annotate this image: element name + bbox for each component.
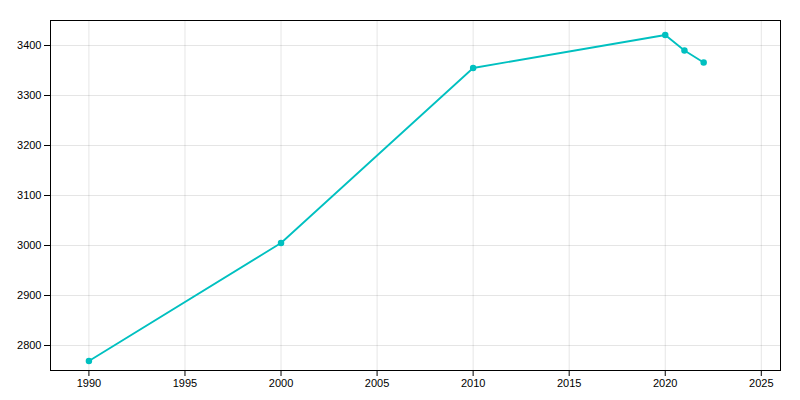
svg-text:2015: 2015 — [557, 377, 581, 389]
svg-text:2000: 2000 — [269, 377, 293, 389]
svg-text:2900: 2900 — [17, 289, 41, 301]
svg-text:2010: 2010 — [461, 377, 485, 389]
svg-text:2020: 2020 — [653, 377, 677, 389]
svg-text:2800: 2800 — [17, 339, 41, 351]
svg-text:2005: 2005 — [365, 377, 389, 389]
svg-text:3200: 3200 — [17, 139, 41, 151]
svg-text:2025: 2025 — [749, 377, 773, 389]
svg-text:1995: 1995 — [173, 377, 197, 389]
svg-text:3400: 3400 — [17, 39, 41, 51]
svg-text:3300: 3300 — [17, 89, 41, 101]
svg-text:3100: 3100 — [17, 189, 41, 201]
svg-text:1990: 1990 — [77, 377, 101, 389]
svg-text:3000: 3000 — [17, 239, 41, 251]
